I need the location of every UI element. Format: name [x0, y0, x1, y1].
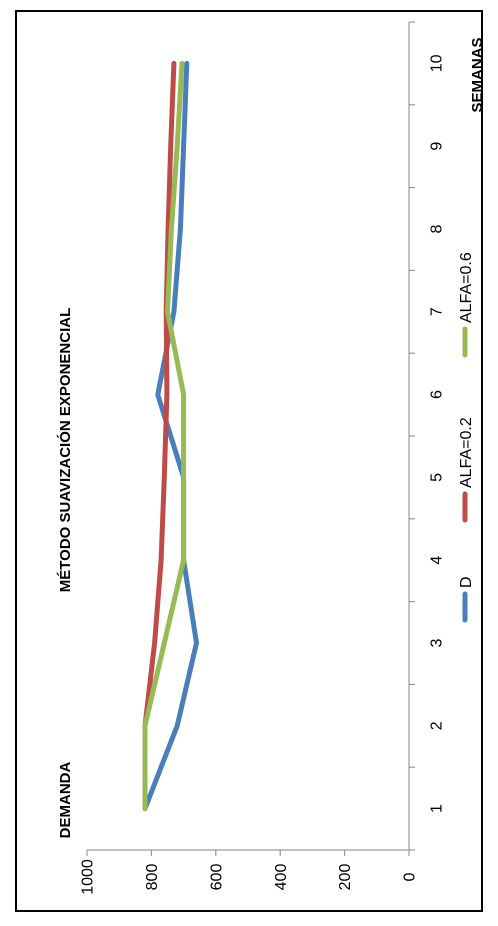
x-tick-label: 6: [429, 390, 446, 399]
legend-label-1: ALFA=0.2: [458, 417, 475, 488]
chart-frame: [15, 10, 483, 912]
y-tick-label: 400: [273, 864, 290, 891]
y-tick-label: 1000: [80, 859, 97, 895]
x-axis-label: SEMANAS: [469, 37, 486, 112]
y-tick-label: 0: [402, 872, 419, 881]
legend-label-2: ALFA=0.6: [458, 252, 475, 323]
x-tick-label: 10: [429, 54, 446, 72]
x-tick-label: 2: [429, 721, 446, 730]
y-tick-label: 800: [144, 864, 161, 891]
x-tick-label: 8: [429, 224, 446, 233]
x-tick-label: 7: [429, 307, 446, 316]
y-tick-label: 200: [337, 864, 354, 891]
labels: MÉTODO SUAVIZACIÓN EXPONENCIAL DEMANDA S…: [56, 37, 486, 838]
series-layer: [142, 60, 199, 812]
legend-label-0: D: [458, 576, 475, 588]
axes: 1 2 3 4 5 6 7 8 9 10 0 200 400 600 800 1000: [80, 21, 446, 895]
x-tick-label: 4: [429, 556, 446, 565]
series-line-2: [142, 60, 187, 812]
series-line-0: [142, 60, 199, 812]
legend: D ALFA=0.2 ALFA=0.6: [458, 252, 475, 623]
series-line-1: [142, 60, 177, 812]
x-tick-label: 9: [429, 142, 446, 151]
chart-title: MÉTODO SUAVIZACIÓN EXPONENCIAL: [56, 308, 74, 592]
y-axis-label: DEMANDA: [57, 762, 74, 839]
x-tick-label: 5: [429, 473, 446, 482]
y-tick-label: 600: [208, 864, 225, 891]
x-tick-label: 3: [429, 638, 446, 647]
x-tick-label: 1: [429, 804, 446, 813]
